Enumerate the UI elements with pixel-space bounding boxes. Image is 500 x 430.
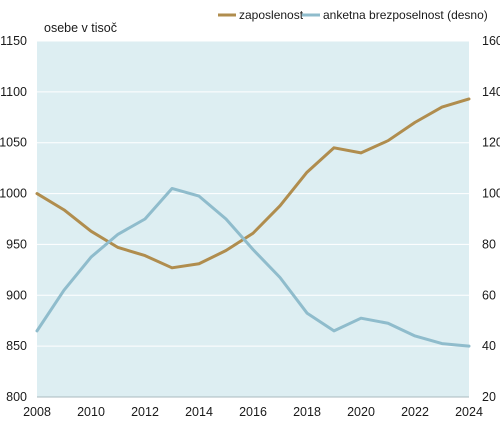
right-tick-label: 120 (482, 136, 500, 150)
right-tick-label: 140 (482, 85, 500, 99)
legend-label: anketna brezposelnost (desno) (323, 8, 488, 22)
gridlines (37, 40, 469, 347)
right-tick-label: 40 (482, 339, 496, 353)
right-tick-label: 100 (482, 187, 500, 201)
legend-label: zaposlenost (239, 8, 304, 22)
plot-area (37, 41, 469, 397)
x-tick-label: 2020 (347, 405, 375, 419)
left-tick-label: 850 (6, 339, 27, 353)
x-tick-label: 2024 (455, 405, 483, 419)
right-tick-label: 60 (482, 288, 496, 302)
x-tick-label: 2022 (401, 405, 429, 419)
x-tick-label: 2016 (239, 405, 267, 419)
x-tick-label: 2012 (131, 405, 159, 419)
series-group (35, 97, 471, 348)
left-tick-label: 950 (6, 237, 27, 251)
x-tick-label: 2014 (185, 405, 213, 419)
legend: zaposlenost anketna brezposelnost (desno) (218, 8, 488, 22)
x-tick-label: 2008 (23, 405, 51, 419)
unit-label: osebe v tisoč (44, 21, 117, 35)
left-tick-label: 800 (6, 390, 27, 404)
x-axis-ticks: 2008 2010 2012 2014 2016 2018 2020 2022 2024 (23, 405, 483, 419)
left-axis-ticks: 800 850 900 950 1000 1050 1100 1150 (0, 34, 27, 404)
right-axis-ticks: 20 40 60 80 100 120 140 160 (482, 34, 500, 404)
left-tick-label: 900 (6, 288, 27, 302)
right-tick-label: 20 (482, 390, 496, 404)
left-tick-label: 1000 (0, 187, 27, 201)
x-tick-label: 2018 (293, 405, 321, 419)
left-tick-label: 1100 (0, 85, 27, 99)
right-tick-label: 160 (482, 34, 500, 48)
left-tick-label: 1050 (0, 136, 27, 150)
left-tick-label: 1150 (0, 34, 27, 48)
right-tick-label: 80 (482, 237, 496, 251)
x-tick-label: 2010 (77, 405, 105, 419)
